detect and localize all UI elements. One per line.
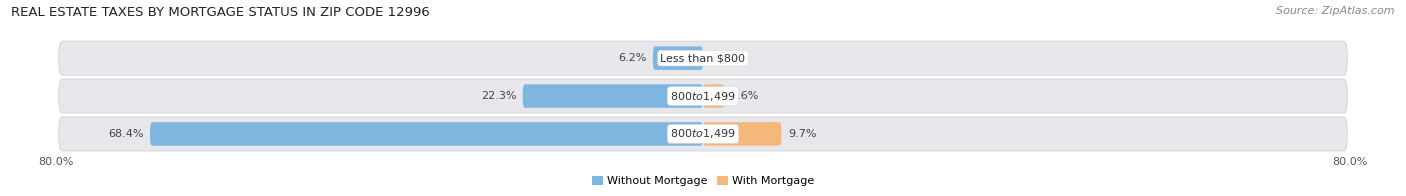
FancyBboxPatch shape — [59, 117, 1347, 151]
Text: REAL ESTATE TAXES BY MORTGAGE STATUS IN ZIP CODE 12996: REAL ESTATE TAXES BY MORTGAGE STATUS IN … — [11, 6, 430, 19]
Text: 9.7%: 9.7% — [787, 129, 817, 139]
FancyBboxPatch shape — [59, 79, 1347, 113]
Text: $800 to $1,499: $800 to $1,499 — [671, 90, 735, 103]
Text: Source: ZipAtlas.com: Source: ZipAtlas.com — [1277, 6, 1395, 16]
Text: 0.0%: 0.0% — [710, 53, 738, 63]
Legend: Without Mortgage, With Mortgage: Without Mortgage, With Mortgage — [588, 171, 818, 191]
Text: 6.2%: 6.2% — [619, 53, 647, 63]
Text: 22.3%: 22.3% — [481, 91, 516, 101]
FancyBboxPatch shape — [703, 84, 724, 108]
Text: $800 to $1,499: $800 to $1,499 — [671, 127, 735, 140]
Text: 2.6%: 2.6% — [731, 91, 759, 101]
Text: Less than $800: Less than $800 — [661, 53, 745, 63]
FancyBboxPatch shape — [150, 122, 703, 146]
FancyBboxPatch shape — [703, 122, 782, 146]
Text: 68.4%: 68.4% — [108, 129, 143, 139]
FancyBboxPatch shape — [652, 46, 703, 70]
FancyBboxPatch shape — [523, 84, 703, 108]
FancyBboxPatch shape — [59, 41, 1347, 75]
